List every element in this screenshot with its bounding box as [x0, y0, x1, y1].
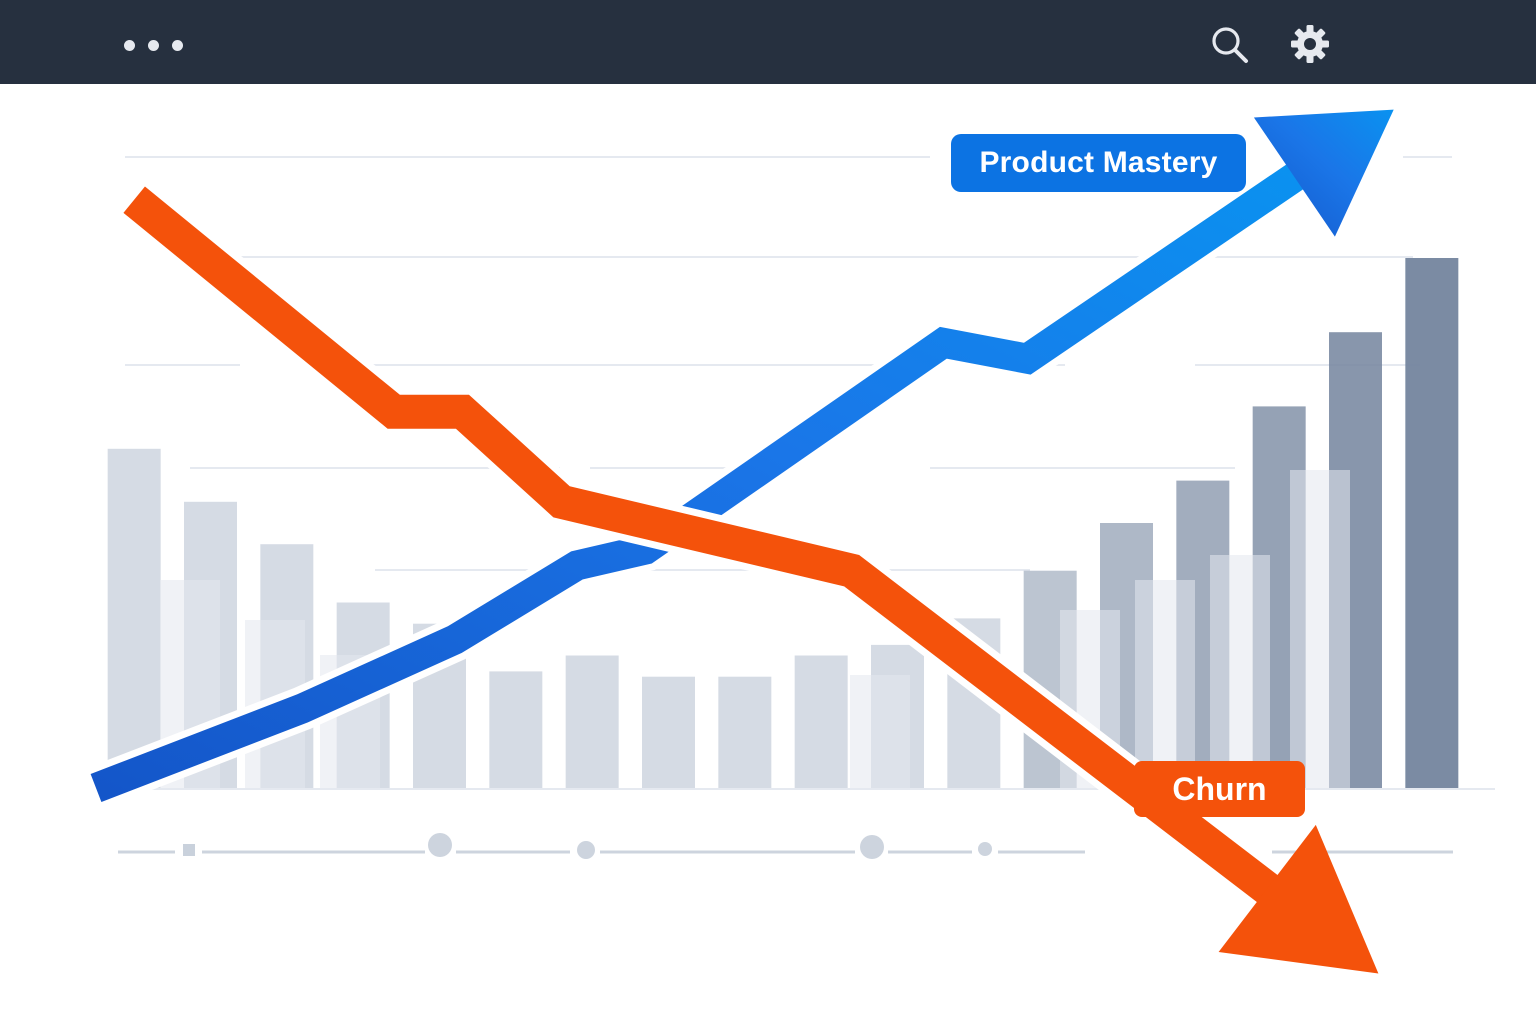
settings-button[interactable] [1288, 22, 1332, 66]
top-toolbar [0, 0, 1536, 84]
timeline [118, 833, 1453, 859]
product-mastery-label: Product Mastery [951, 134, 1246, 192]
timeline-dot [860, 835, 884, 859]
bar [642, 676, 695, 788]
timeline-marker [183, 844, 195, 856]
bar [489, 671, 543, 788]
chart-area [88, 109, 1495, 974]
bar [718, 676, 772, 788]
ghost-bar [850, 675, 910, 788]
bar [107, 448, 161, 788]
search-icon [1212, 27, 1248, 63]
churn-arrowhead [1218, 824, 1379, 974]
gear-icon [1291, 25, 1329, 63]
timeline-dot [428, 833, 452, 857]
line-series [88, 109, 1394, 974]
bar [1405, 258, 1459, 788]
bar [794, 655, 848, 788]
more-horizontal-icon-dot [148, 39, 159, 51]
search-button[interactable] [1207, 22, 1251, 66]
ghost-bar [1210, 555, 1270, 788]
timeline-dot [978, 842, 992, 856]
timeline-dot [577, 841, 595, 859]
product-mastery-arrowhead [1253, 109, 1394, 237]
more-horizontal-icon-dot [124, 39, 135, 51]
bar [565, 655, 619, 788]
churn-line [123, 186, 1300, 920]
more-menu-button[interactable] [124, 36, 183, 54]
ghost-bar [1290, 470, 1350, 788]
ghost-bar [1135, 580, 1195, 788]
product-mastery-line [90, 151, 1323, 802]
churn-label: Churn [1134, 761, 1305, 817]
more-horizontal-icon-dot [172, 39, 183, 51]
